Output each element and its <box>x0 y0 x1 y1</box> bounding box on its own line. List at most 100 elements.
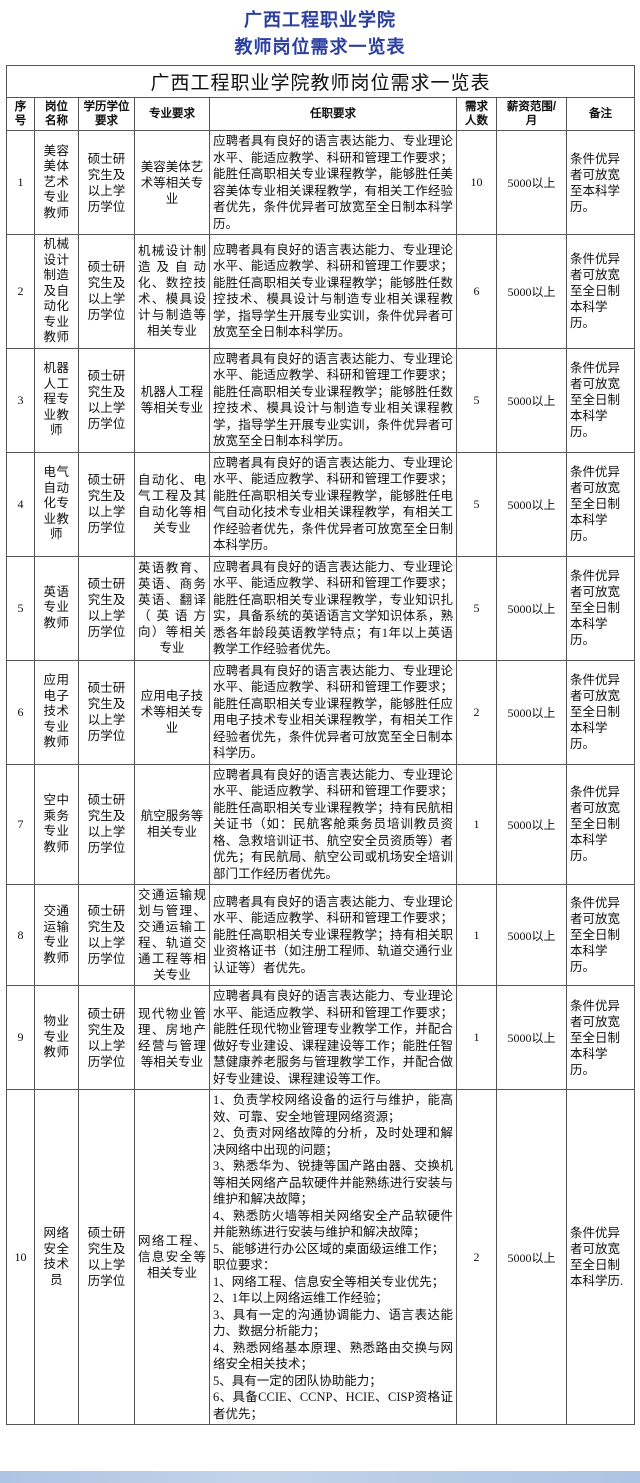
cell-remark: 条件优异者可放宽至全日制本科学历。 <box>565 234 636 349</box>
cell-no: 9 <box>6 985 35 1090</box>
cell-headcount: 6 <box>456 234 497 349</box>
cell-requirements: 1、负责学校网络设备的运行与维护，能高效、可靠、安全地管理网络资源； 2、负责对… <box>209 1089 457 1425</box>
cell-position-name: 交通运输专业教师 <box>34 884 79 986</box>
cell-position-name: 机器人工程专业教师 <box>34 347 79 453</box>
cell-major: 交通运输规划与管理、交通运输工程、轨道交通工程等相关专业 <box>134 884 210 986</box>
cell-major: 网络工程、信息安全等相关专业 <box>134 1089 210 1425</box>
cell-remark: 条件优异者可放宽至全日制本科学历。 <box>565 347 636 453</box>
cell-remark: 条件优异者可放宽至全日制本科学历。 <box>565 985 636 1090</box>
cell-headcount: 5 <box>456 451 497 557</box>
col-header-major: 专业要求 <box>134 97 210 131</box>
cell-no: 6 <box>6 659 35 765</box>
cell-education: 硕士研究生及以上学历学位 <box>78 234 135 349</box>
cell-no: 5 <box>6 555 35 661</box>
cell-no: 1 <box>6 130 35 235</box>
table-caption: 广西工程职业学院教师岗位需求一览表 <box>5 65 636 98</box>
page-header: 广西工程职业学院 教师岗位需求一览表 <box>0 0 640 61</box>
table-row: 3 机器人工程专业教师 硕士研究生及以上学历学位 机器人工程等相关专业 应聘者具有良好的… <box>6 347 636 453</box>
cell-education: 硕士研究生及以上学历学位 <box>78 763 135 885</box>
cell-remark: 条件优异者可放宽至全日制本科学历。 <box>565 884 636 986</box>
cell-remark: 条件优异者可放宽至全日制本科学历。 <box>565 763 636 885</box>
cell-salary: 5000以上 <box>496 659 567 765</box>
table-container: 广西工程职业学院教师岗位需求一览表 序号 岗位 名称 学历学位 要求 专业要求 任职… <box>5 65 636 1425</box>
table-row: 8 交通运输专业教师 硕士研究生及以上学历学位 交通运输规划与管理、交通运输工程、轨道… <box>6 884 636 986</box>
cell-education: 硕士研究生及以上学历学位 <box>78 659 135 765</box>
cell-requirements: 应聘者具有良好的语言表达能力、专业理论水平、能适应教学、科研和管理工作要求；能胜… <box>209 347 457 453</box>
cell-requirements: 应聘者具有良好的语言表达能力、专业理论水平、能适应教学、科研和管理工作要求；能胜… <box>209 659 457 765</box>
cell-requirements: 应聘者具有良好的语言表达能力、专业理论水平、能适应教学、科研和管理工作要求；能胜… <box>209 130 457 235</box>
table-row: 9 物业专业教师 硕士研究生及以上学历学位 现代物业管理、房地产经营与管理等相关专业应… <box>6 985 636 1090</box>
cell-position-name: 物业专业教师 <box>34 985 79 1090</box>
table-row: 5 英语专业教师 硕士研究生及以上学历学位 英语教育、英语、商务英语、翻译（英语方向）… <box>6 555 636 661</box>
cell-education: 硕士研究生及以上学历学位 <box>78 130 135 235</box>
col-header-post: 岗位 名称 <box>34 97 79 131</box>
cell-education: 硕士研究生及以上学历学位 <box>78 985 135 1090</box>
table-header-row: 序号 岗位 名称 学历学位 要求 专业要求 任职要求 需求 人数 薪资范围/月 备注 <box>6 97 636 131</box>
cell-salary: 5000以上 <box>496 130 567 235</box>
table-body: 1 美容美体艺术专业教师 硕士研究生及以上学历学位 美容美体艺术等相关专业 应聘者具有良… <box>6 130 636 1425</box>
cell-position-name: 网络安全技术员 <box>34 1089 79 1425</box>
cell-no: 10 <box>6 1089 35 1425</box>
cell-headcount: 2 <box>456 659 497 765</box>
cell-requirements: 应聘者具有良好的语言表达能力、专业理论水平、能适应教学、科研和管理工作要求；能胜… <box>209 884 457 986</box>
cell-requirements: 应聘者具有良好的语言表达能力、专业理论水平、能适应教学、科研和管理工作要求；能胜… <box>209 451 457 557</box>
cell-headcount: 5 <box>456 555 497 661</box>
cell-position-name: 美容美体艺术专业教师 <box>34 130 79 235</box>
cell-no: 2 <box>6 234 35 349</box>
cell-education: 硕士研究生及以上学历学位 <box>78 347 135 453</box>
cell-headcount: 1 <box>456 985 497 1090</box>
cell-remark: 条件优异者可放宽至全日制本科学历。 <box>565 451 636 557</box>
cell-remark: 条件优异者可放宽至全日制本科学历。 <box>565 555 636 661</box>
col-header-no: 序号 <box>6 97 35 131</box>
table-row: 4 电气自动化专业教师 硕士研究生及以上学历学位 自动化、电气工程及其自动化等相关专业… <box>6 451 636 557</box>
col-header-salary: 薪资范围/月 <box>496 97 567 131</box>
cell-salary: 5000以上 <box>496 985 567 1090</box>
cell-position-name: 机械设计制造及自动化专业教师 <box>34 234 79 349</box>
cell-major: 航空服务等相关专业 <box>134 763 210 885</box>
cell-headcount: 10 <box>456 130 497 235</box>
table-row: 6 应用电子技术专业教师 硕士研究生及以上学历学位 应用电子技术等相关专业 应聘者具有良… <box>6 659 636 765</box>
cell-salary: 5000以上 <box>496 1089 567 1425</box>
cell-major: 英语教育、英语、商务英语、翻译（英语方向）等相关专业 <box>134 555 210 661</box>
cell-major: 自动化、电气工程及其自动化等相关专业 <box>134 451 210 557</box>
cell-education: 硕士研究生及以上学历学位 <box>78 1089 135 1425</box>
cell-salary: 5000以上 <box>496 555 567 661</box>
cell-salary: 5000以上 <box>496 763 567 885</box>
cell-headcount: 5 <box>456 347 497 453</box>
cell-remark: 条件优异者可放宽至全日制本科学历。 <box>565 659 636 765</box>
cell-no: 8 <box>6 884 35 986</box>
cell-position-name: 应用电子技术专业教师 <box>34 659 79 765</box>
cell-position-name: 空中乘务专业教师 <box>34 763 79 885</box>
table-row: 2 机械设计制造及自动化专业教师 硕士研究生及以上学历学位 机械设计制造及自动化、数控… <box>6 234 636 349</box>
cell-education: 硕士研究生及以上学历学位 <box>78 555 135 661</box>
cell-position-name: 电气自动化专业教师 <box>34 451 79 557</box>
col-header-edu: 学历学位 要求 <box>78 97 135 131</box>
table-caption-row: 广西工程职业学院教师岗位需求一览表 <box>5 65 636 98</box>
cell-headcount: 1 <box>456 884 497 986</box>
col-header-remark: 备注 <box>565 97 636 131</box>
cell-no: 7 <box>6 763 35 885</box>
cell-education: 硕士研究生及以上学历学位 <box>78 884 135 986</box>
cell-no: 3 <box>6 347 35 453</box>
cell-headcount: 1 <box>456 763 497 885</box>
page-title-line-2: 教师岗位需求一览表 <box>234 37 406 57</box>
table-row: 10 网络安全技术员 硕士研究生及以上学历学位 网络工程、信息安全等相关专业 1、负责学… <box>6 1089 636 1425</box>
cell-remark: 条件优异者可放宽至全日制本科学历. <box>565 1089 636 1425</box>
cell-major: 现代物业管理、房地产经营与管理等相关专业 <box>134 985 210 1090</box>
job-requirements-table: 广西工程职业学院教师岗位需求一览表 序号 岗位 名称 学历学位 要求 专业要求 任职… <box>5 65 636 1425</box>
bottom-accent-bar <box>0 1471 640 1483</box>
cell-major: 机器人工程等相关专业 <box>134 347 210 453</box>
table-row: 7 空中乘务专业教师 硕士研究生及以上学历学位 航空服务等相关专业 应聘者具有良好的语言… <box>6 763 636 885</box>
cell-position-name: 英语专业教师 <box>34 555 79 661</box>
cell-remark: 条件优异者可放宽至本科学历。 <box>565 130 636 235</box>
cell-requirements: 应聘者具有良好的语言表达能力、专业理论水平、能适应教学、科研和管理工作要求；能胜… <box>209 763 457 885</box>
cell-salary: 5000以上 <box>496 234 567 349</box>
cell-no: 4 <box>6 451 35 557</box>
col-header-req: 任职要求 <box>209 97 457 131</box>
cell-major: 机械设计制造及自动化、数控技术、模具设计与制造等相关专业 <box>134 234 210 349</box>
cell-requirements: 应聘者具有良好的语言表达能力、专业理论水平、能适应教学、科研和管理工作要求；能胜… <box>209 555 457 661</box>
cell-salary: 5000以上 <box>496 347 567 453</box>
table-row: 1 美容美体艺术专业教师 硕士研究生及以上学历学位 美容美体艺术等相关专业 应聘者具有良… <box>6 130 636 235</box>
cell-requirements: 应聘者具有良好的语言表达能力、专业理论水平、能适应教学、科研和管理工作要求；能胜… <box>209 234 457 349</box>
cell-major: 美容美体艺术等相关专业 <box>134 130 210 235</box>
